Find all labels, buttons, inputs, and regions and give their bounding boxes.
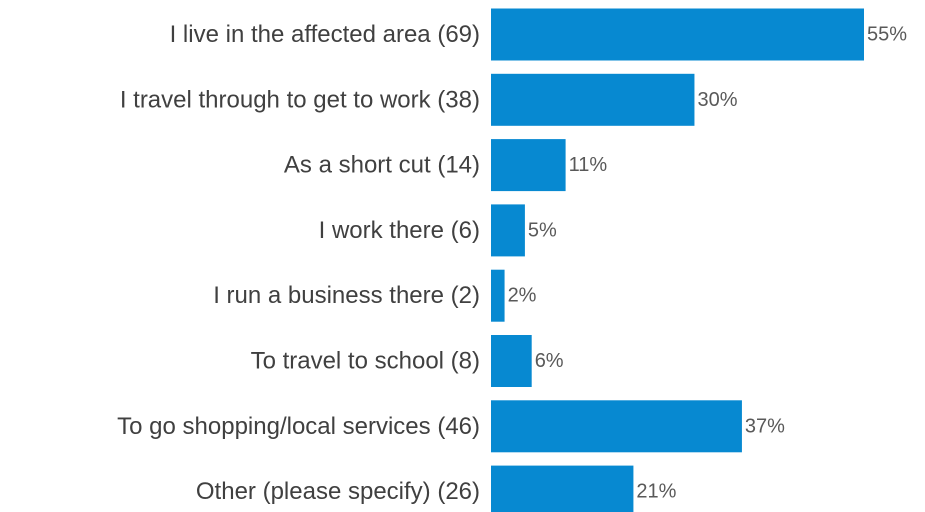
value-label: 21% <box>636 481 676 503</box>
value-label: 6% <box>535 350 564 372</box>
bar <box>491 73 695 126</box>
value-label: 37% <box>745 415 785 437</box>
category-label: To travel to school (8) <box>251 348 480 375</box>
value-label: 55% <box>867 24 907 46</box>
value-labels: 55% 30% 11% 5% 2% 6% 37% 21% <box>508 24 908 503</box>
category-label: I work there (6) <box>319 217 480 244</box>
bar <box>491 269 505 322</box>
category-label: I live in the affected area (69) <box>170 21 480 48</box>
bars <box>491 8 864 512</box>
category-label: I travel through to get to work (38) <box>120 86 480 113</box>
value-label: 5% <box>528 219 557 241</box>
category-labels: I live in the affected area (69) I travel… <box>117 21 480 505</box>
category-label: I run a business there (2) <box>213 282 480 309</box>
bar <box>491 335 532 387</box>
value-label: 2% <box>508 285 537 307</box>
category-label: To go shopping/local services (46) <box>117 413 480 440</box>
value-label: 30% <box>697 89 737 111</box>
category-label: Other (please specify) (26) <box>196 478 480 505</box>
value-label: 11% <box>569 154 608 176</box>
bar <box>491 204 525 257</box>
bar <box>491 465 634 512</box>
bar <box>491 8 864 61</box>
bar <box>491 400 742 453</box>
category-label: As a short cut (14) <box>284 152 480 179</box>
bar <box>491 139 566 192</box>
